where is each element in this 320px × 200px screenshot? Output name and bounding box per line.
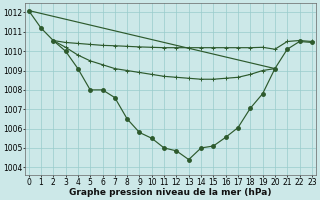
X-axis label: Graphe pression niveau de la mer (hPa): Graphe pression niveau de la mer (hPa) [69, 188, 271, 197]
